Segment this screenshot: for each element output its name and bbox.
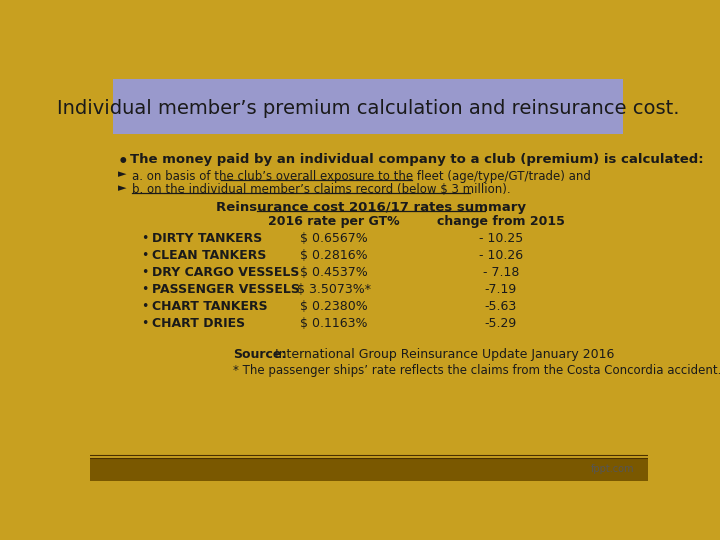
Text: Individual member’s premium calculation and reinsurance cost.: Individual member’s premium calculation … bbox=[57, 99, 680, 118]
Text: * The passenger ships’ rate reflects the claims from the Costa Concordia acciden: * The passenger ships’ rate reflects the… bbox=[233, 363, 720, 376]
Text: •: • bbox=[141, 249, 148, 262]
Text: Source:: Source: bbox=[233, 348, 287, 361]
Text: ►: ► bbox=[118, 170, 127, 179]
Text: - 7.18: - 7.18 bbox=[482, 266, 519, 279]
Text: ►: ► bbox=[118, 184, 127, 193]
Text: b. on the individual member’s claims record (below $ 3 million).: b. on the individual member’s claims rec… bbox=[132, 184, 510, 197]
Text: The money paid by an individual company to a club (premium) is calculated:: The money paid by an individual company … bbox=[130, 153, 704, 166]
FancyBboxPatch shape bbox=[113, 79, 624, 134]
Text: a. on basis of the club’s overall exposure to the fleet (age/type/GT/trade) and: a. on basis of the club’s overall exposu… bbox=[132, 170, 590, 183]
Text: - 10.26: - 10.26 bbox=[479, 249, 523, 262]
Text: $ 3.5073%*: $ 3.5073%* bbox=[297, 283, 371, 296]
Text: •: • bbox=[118, 153, 129, 171]
Text: •: • bbox=[141, 266, 148, 279]
Text: PASSENGER VESSELS: PASSENGER VESSELS bbox=[152, 283, 300, 296]
Text: -5.29: -5.29 bbox=[485, 316, 517, 329]
Text: •: • bbox=[141, 283, 148, 296]
Text: International Group Reinsurance Update January 2016: International Group Reinsurance Update J… bbox=[271, 348, 614, 361]
Text: DRY CARGO VESSELS: DRY CARGO VESSELS bbox=[152, 266, 300, 279]
Bar bbox=[90, 459, 648, 481]
Text: •: • bbox=[141, 316, 148, 329]
Text: $ 0.2380%: $ 0.2380% bbox=[300, 300, 368, 313]
Text: CHART TANKERS: CHART TANKERS bbox=[152, 300, 268, 313]
Text: $ 0.4537%: $ 0.4537% bbox=[300, 266, 368, 279]
Text: •: • bbox=[141, 232, 148, 245]
Text: change from 2015: change from 2015 bbox=[437, 215, 564, 228]
Text: -7.19: -7.19 bbox=[485, 283, 517, 296]
Text: $ 0.1163%: $ 0.1163% bbox=[300, 316, 368, 329]
Text: $ 0.2816%: $ 0.2816% bbox=[300, 249, 368, 262]
Text: 2016 rate per GT%: 2016 rate per GT% bbox=[269, 215, 400, 228]
Text: •: • bbox=[141, 300, 148, 313]
Text: DIRTY TANKERS: DIRTY TANKERS bbox=[152, 232, 262, 245]
Text: Reinsurance cost 2016/17 rates summary: Reinsurance cost 2016/17 rates summary bbox=[215, 201, 526, 214]
Text: - 10.25: - 10.25 bbox=[479, 232, 523, 245]
Text: -5.63: -5.63 bbox=[485, 300, 517, 313]
Text: CHART DRIES: CHART DRIES bbox=[152, 316, 245, 329]
Text: CLEAN TANKERS: CLEAN TANKERS bbox=[152, 249, 266, 262]
Text: fppt.com: fppt.com bbox=[590, 464, 634, 474]
Text: $ 0.6567%: $ 0.6567% bbox=[300, 232, 368, 245]
